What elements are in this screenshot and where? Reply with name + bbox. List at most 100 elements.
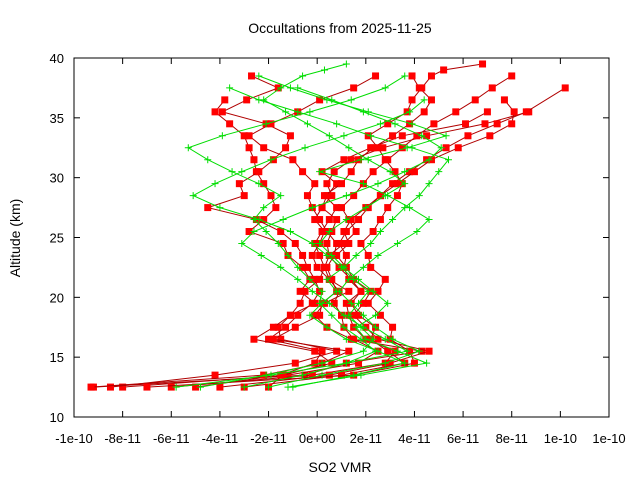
square-point (384, 347, 392, 355)
plus-point (262, 228, 270, 236)
square-point (323, 239, 331, 247)
plus-point (340, 323, 348, 331)
square-point (357, 287, 365, 295)
square-point (364, 251, 372, 259)
plus-point (386, 168, 394, 176)
square-point (318, 347, 326, 355)
square-point (255, 168, 263, 176)
square-point (342, 228, 350, 236)
y-axis-label: Altitude (km) (7, 199, 23, 278)
square-point (350, 192, 358, 200)
plus-point (184, 144, 192, 152)
plus-point (333, 120, 341, 128)
square-point (284, 371, 292, 379)
square-point (350, 84, 358, 92)
square-point (328, 275, 336, 283)
plus-point (401, 72, 409, 80)
plus-point (347, 96, 355, 104)
square-point (265, 335, 273, 343)
square-point (374, 287, 382, 295)
plus-point (274, 239, 282, 247)
square-point (340, 156, 348, 164)
square-point (384, 204, 392, 212)
square-point (410, 359, 418, 367)
square-point (479, 60, 487, 68)
plus-point (306, 311, 314, 319)
plus-point (374, 251, 382, 259)
square-point (318, 228, 326, 236)
square-point (279, 371, 287, 379)
square-point (235, 180, 243, 188)
plus-point (277, 84, 285, 92)
plus-point (357, 156, 365, 164)
square-point (372, 72, 380, 80)
square-point (260, 216, 268, 224)
square-point (452, 108, 460, 116)
square-point (442, 144, 450, 152)
square-point (328, 359, 336, 367)
square-point (359, 299, 367, 307)
x-tick-label: 1e-10 (544, 431, 577, 446)
square-point (408, 96, 416, 104)
square-point (406, 168, 414, 176)
plus-point (299, 72, 307, 80)
plus-point (308, 204, 316, 212)
plus-point (279, 216, 287, 224)
axis-ticks: -1e-10 -8e-11 -6e-11 -4e-11 -2e-11 0e+00 2e-11… (50, 51, 626, 446)
plus-point (415, 347, 423, 355)
square-point (291, 359, 299, 367)
plus-point (257, 251, 265, 259)
plus-point (393, 239, 401, 247)
y-tick-label: 15 (50, 350, 64, 365)
square-point (303, 192, 311, 200)
square-point (333, 204, 341, 212)
square-point (508, 72, 516, 80)
square-point (427, 96, 435, 104)
plot-frame (73, 57, 610, 418)
plus-point (376, 120, 384, 128)
plus-point (381, 335, 389, 343)
plus-point (306, 108, 314, 116)
square-point (320, 263, 328, 271)
green-profile-line (176, 87, 443, 388)
square-point (106, 383, 114, 391)
plus-point (316, 168, 324, 176)
square-point (333, 180, 341, 188)
square-point (245, 144, 253, 152)
square-point (240, 132, 248, 140)
plus-point (372, 323, 380, 331)
x-tick-label: 4e-11 (398, 431, 430, 446)
plus-point (189, 192, 197, 200)
square-point (282, 323, 290, 331)
plus-point (359, 108, 367, 116)
square-point (311, 311, 319, 319)
plus-point (316, 239, 324, 247)
chart-title: Occultations from 2025-11-25 (248, 20, 432, 36)
square-point (342, 251, 350, 259)
plus-point (306, 275, 314, 283)
plus-point (413, 228, 421, 236)
plus-point (286, 228, 294, 236)
square-point (347, 168, 355, 176)
plus-point (294, 84, 302, 92)
plus-point (284, 383, 292, 391)
square-point (386, 359, 394, 367)
plus-point (389, 216, 397, 224)
plus-point (423, 359, 431, 367)
square-point (333, 239, 341, 247)
plus-point (172, 383, 180, 391)
square-point (345, 287, 353, 295)
square-point (267, 120, 275, 128)
plus-point (328, 311, 336, 319)
plus-point (350, 371, 358, 379)
square-point (462, 120, 470, 128)
square-point (248, 72, 256, 80)
y-tick-label: 10 (50, 410, 64, 425)
plus-point (299, 371, 307, 379)
plus-point (286, 84, 294, 92)
square-point (286, 311, 294, 319)
square-point (454, 144, 462, 152)
plus-point (267, 371, 275, 379)
plus-point (345, 144, 353, 152)
square-point (311, 216, 319, 224)
